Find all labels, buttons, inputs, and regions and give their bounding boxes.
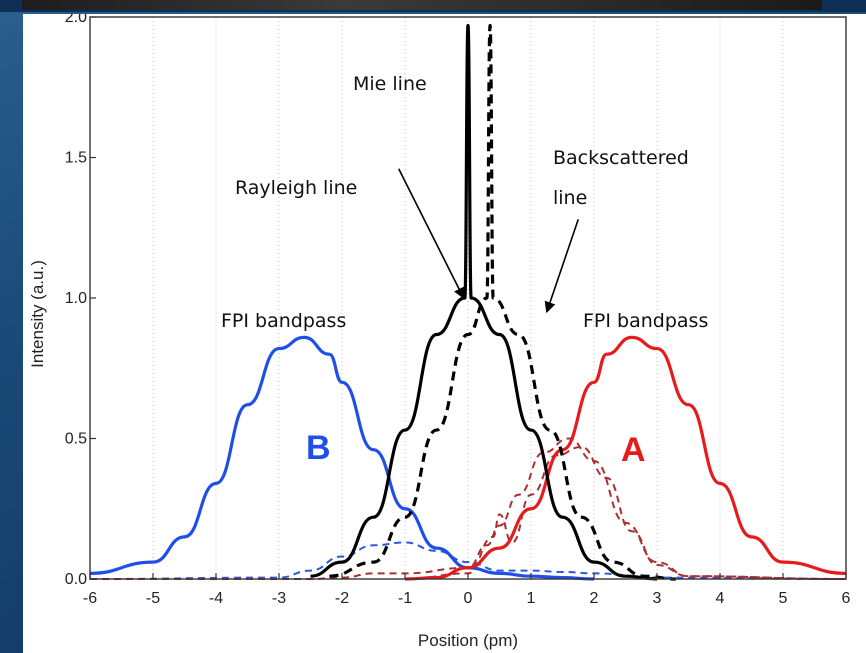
series-line xyxy=(329,23,676,581)
series-line xyxy=(89,335,595,581)
series-letter-a: A xyxy=(621,431,646,469)
x-tick-label: -1 xyxy=(398,590,412,607)
y-tick-label: 1.0 xyxy=(65,290,87,307)
x-tick-label: 4 xyxy=(716,590,725,607)
x-tick-label: 0 xyxy=(464,590,473,607)
chart-svg: -6 -5 -4 -3 -2 -1 0 1 2 3 4 5 6 0.0 0.5 1.0 1.5 2.0 Posi… xyxy=(28,14,851,650)
backscattered-label: Backscattered xyxy=(553,147,689,169)
y-tick-label: 0.5 xyxy=(65,431,87,448)
x-tick-label: 5 xyxy=(779,590,788,607)
y-ticks: 0.0 0.5 1.0 1.5 2.0 xyxy=(65,14,96,588)
mie-line-label: Mie line xyxy=(353,73,427,95)
backscattered-arrow xyxy=(544,219,580,314)
series-line xyxy=(310,23,658,581)
fpi-bandpass-left-label: FPI bandpass xyxy=(221,310,346,332)
rayleigh-line-label: Rayleigh line xyxy=(235,177,357,199)
series-group xyxy=(89,23,847,581)
image-strip xyxy=(22,0,822,10)
y-tick-label: 0.0 xyxy=(65,571,87,588)
x-tick-label: 1 xyxy=(527,590,536,607)
series-line xyxy=(404,445,847,580)
backscattered-label-line: line xyxy=(553,187,587,209)
x-tick-label: -3 xyxy=(272,590,286,607)
x-tick-label: 6 xyxy=(842,590,851,607)
rayleigh-arrow xyxy=(397,168,465,300)
x-tick-label: -4 xyxy=(209,590,223,607)
y-axis-label: Intensity (a.u.) xyxy=(28,260,47,368)
x-tick-label: 2 xyxy=(590,590,599,607)
x-tick-label: -6 xyxy=(83,590,97,607)
x-axis-label: Position (pm) xyxy=(418,631,518,650)
x-tick-label: 3 xyxy=(653,590,662,607)
x-ticks: -6 -5 -4 -3 -2 -1 0 1 2 3 4 5 6 xyxy=(83,573,851,607)
fpi-bandpass-right-label: FPI bandpass xyxy=(583,310,708,332)
x-tick-label: -2 xyxy=(335,590,349,607)
x-tick-label: -5 xyxy=(146,590,160,607)
chart-panel: -6 -5 -4 -3 -2 -1 0 1 2 3 4 5 6 0.0 0.5 1.0 1.5 2.0 Posi… xyxy=(23,14,866,653)
y-tick-label: 1.5 xyxy=(65,150,87,167)
series-line xyxy=(404,335,847,581)
annotation-arrows xyxy=(397,168,580,314)
series-letter-b: B xyxy=(306,429,331,467)
y-tick-label: 2.0 xyxy=(65,14,87,26)
